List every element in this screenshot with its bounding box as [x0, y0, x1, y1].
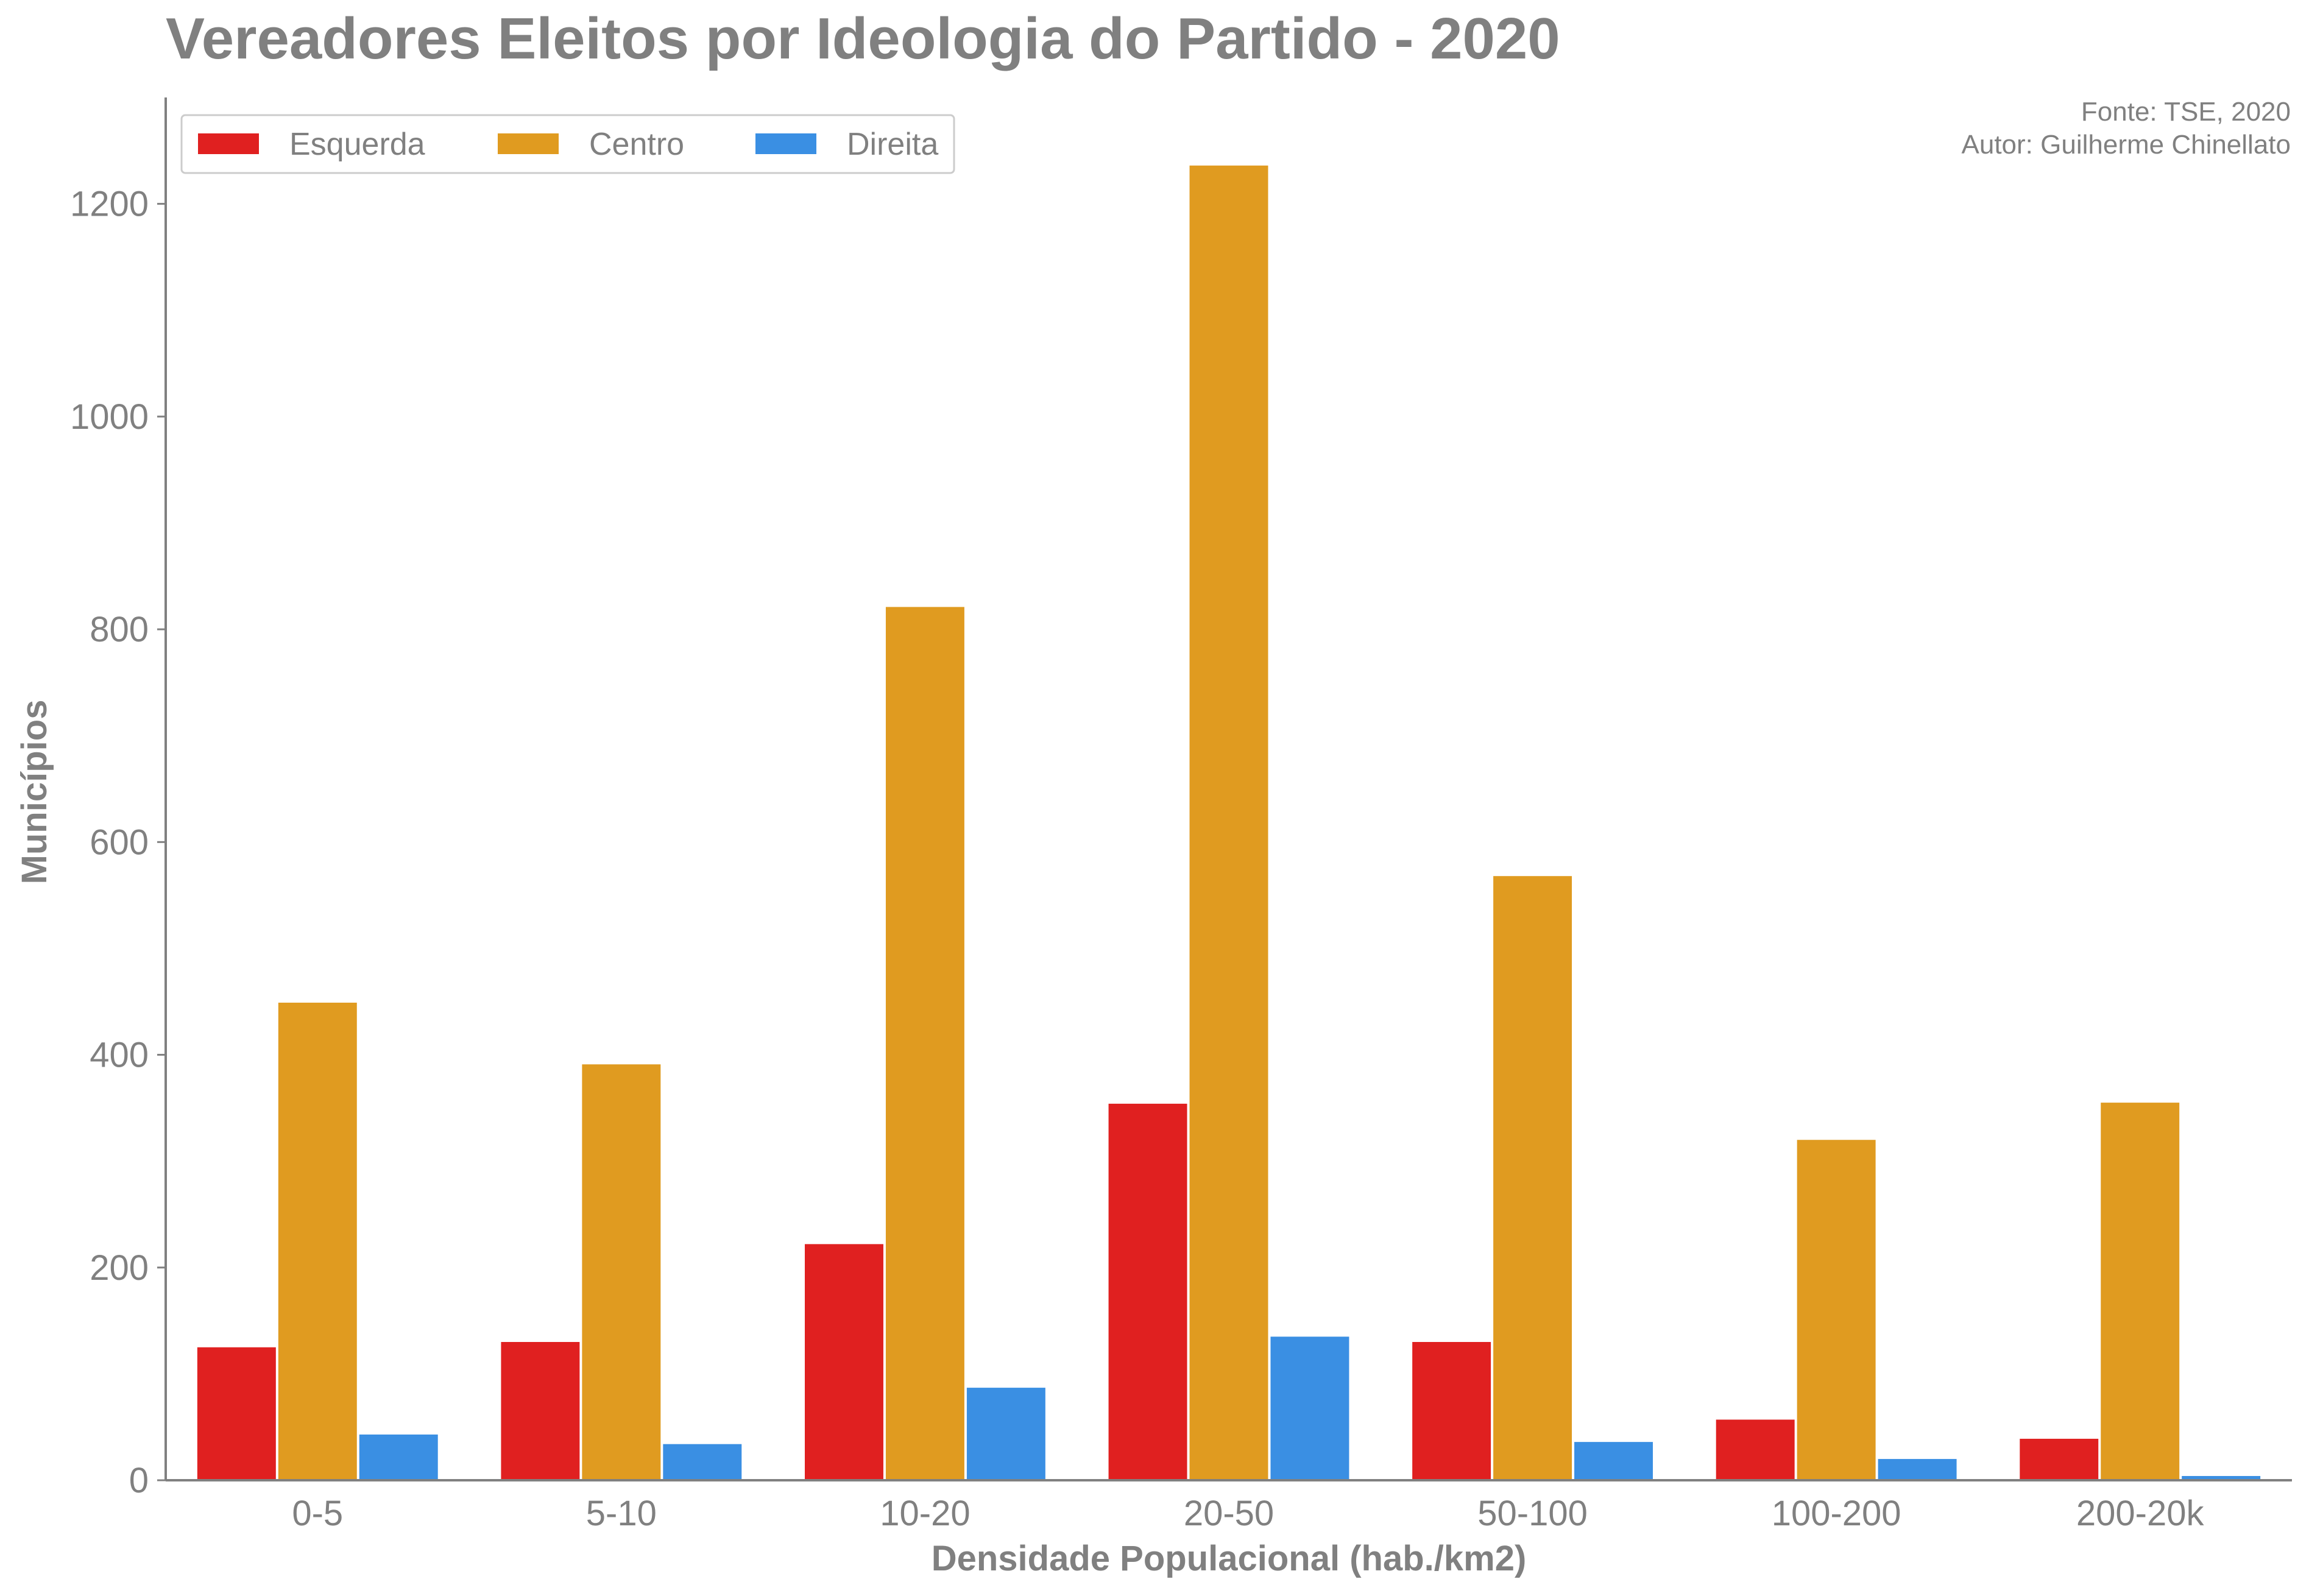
author-credit: Autor: Guilherme Chinellato	[1962, 130, 2291, 160]
bar-direita-20-50	[1270, 1336, 1349, 1480]
y-tick-label: 400	[90, 1036, 149, 1075]
x-tick-label: 20-50	[1184, 1494, 1274, 1533]
y-tick-label: 0	[129, 1461, 149, 1500]
legend: Esquerda Centro Direita	[180, 114, 955, 174]
legend-label-direita: Direita	[847, 127, 938, 162]
bar-centro-10-20	[885, 607, 964, 1480]
bar-direita-100-200	[1878, 1459, 1957, 1480]
bar-esquerda-5-10	[501, 1342, 580, 1480]
x-tick-label: 10-20	[880, 1494, 970, 1533]
legend-frame	[180, 114, 955, 174]
legend-label-esquerda: Esquerda	[289, 127, 425, 162]
y-axis-label: Municípios	[15, 700, 54, 885]
legend-swatch-direita	[755, 133, 816, 154]
bar-centro-200-20k	[2101, 1103, 2180, 1480]
bar-centro-20-50	[1189, 165, 1268, 1480]
x-tick-label: 100-200	[1772, 1494, 1901, 1533]
source-credit: Fonte: TSE, 2020	[2081, 97, 2291, 127]
x-tick-label: 50-100	[1477, 1494, 1588, 1533]
legend-swatch-centro	[498, 133, 559, 154]
chart-title: Vereadores Eleitos por Ideologia do Part…	[166, 6, 1560, 71]
legend-label-centro: Centro	[589, 127, 684, 162]
bar-centro-100-200	[1797, 1140, 1876, 1480]
bar-direita-5-10	[663, 1444, 742, 1480]
y-tick-label: 200	[90, 1248, 149, 1288]
bar-esquerda-10-20	[805, 1244, 883, 1480]
bar-direita-200-20k	[2182, 1476, 2261, 1480]
bar-centro-0-5	[278, 1002, 357, 1480]
bar-direita-50-100	[1574, 1442, 1653, 1480]
bar-esquerda-50-100	[1412, 1342, 1491, 1480]
x-tick-label: 5-10	[586, 1494, 657, 1533]
y-tick-label: 800	[90, 610, 149, 649]
bar-centro-50-100	[1493, 876, 1572, 1480]
x-axis-label: Densidade Populacional (hab./km2)	[932, 1539, 1527, 1578]
bar-esquerda-20-50	[1108, 1103, 1187, 1480]
x-tick-label: 200-20k	[2076, 1494, 2205, 1533]
bar-centro-5-10	[582, 1064, 661, 1480]
bar-direita-10-20	[966, 1388, 1045, 1480]
y-tick-label: 600	[90, 822, 149, 862]
y-tick-label: 1000	[70, 397, 149, 437]
bar-esquerda-0-5	[197, 1347, 276, 1480]
bar-esquerda-100-200	[1716, 1419, 1795, 1480]
plot-area: 0 200 400 600 800 1000 1200 0-5 5-10 10-20 20-50 50…	[70, 165, 2261, 1533]
y-tick-label: 1200	[70, 185, 149, 224]
bar-esquerda-200-20k	[2020, 1438, 2099, 1480]
legend-swatch-esquerda	[198, 133, 259, 154]
x-tick-label: 0-5	[292, 1494, 343, 1533]
bar-direita-0-5	[359, 1434, 438, 1480]
